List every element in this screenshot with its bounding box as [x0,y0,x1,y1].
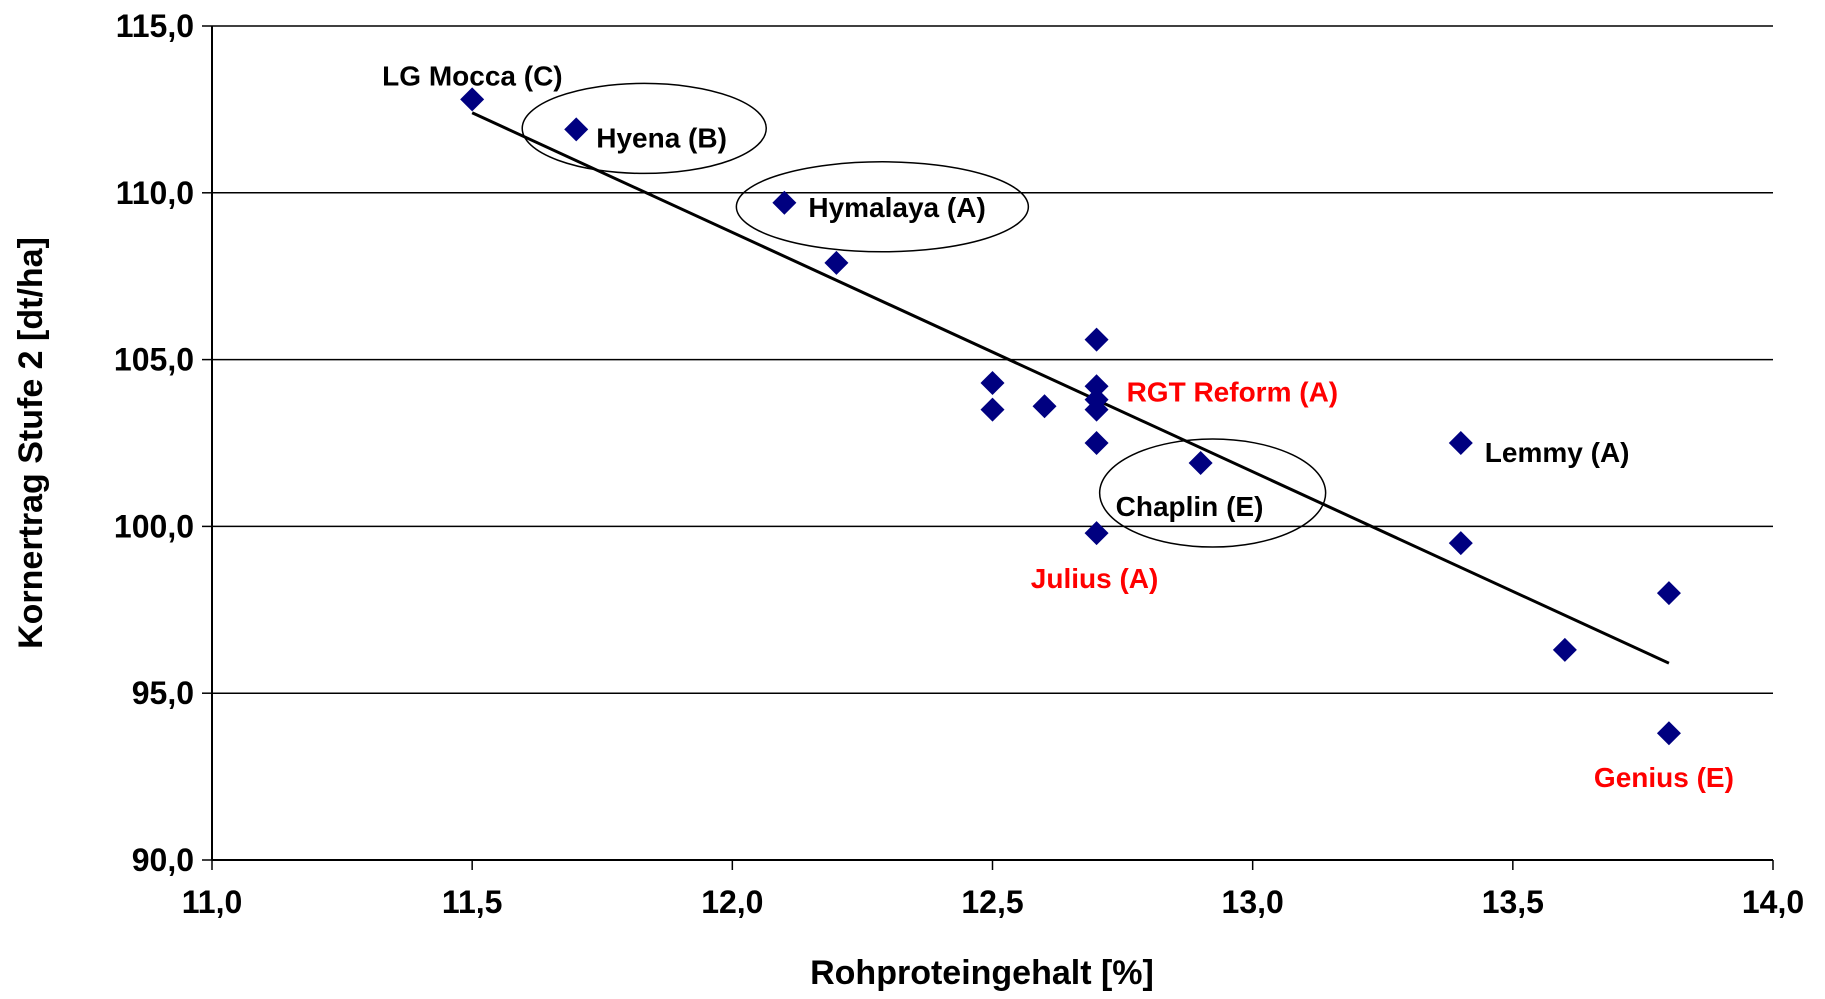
data-point-marker [980,397,1005,422]
point-label: RGT Reform (A) [1127,376,1339,407]
x-tick-label: 13,0 [1222,884,1284,920]
x-tick-label: 13,5 [1482,884,1544,920]
x-tick-label: 12,0 [701,884,763,920]
data-point-marker [980,370,1005,395]
highlight-ellipse [521,82,767,175]
data-point-marker [772,190,797,215]
x-tick-label: 12,5 [961,884,1023,920]
x-tick-label: 11,5 [442,884,503,920]
x-tick-label: 14,0 [1742,884,1804,920]
tick-labels: 90,0 95,0 100,0 105,0 110,0 115,0 11,0 11,5 12,0… [114,8,1804,920]
data-point-marker [1084,374,1109,399]
point-label: LG Mocca (C) [382,60,562,91]
y-tick-label: 110,0 [116,175,194,211]
point-label: Genius (E) [1594,762,1734,793]
y-tick-label: 115,0 [116,8,194,44]
data-point-marker [1032,394,1057,419]
point-label: Lemmy (A) [1485,437,1630,468]
y-axis-title: Kornertrag Stufe 2 [dt/ha] [12,237,50,649]
y-tick-label: 90,0 [132,842,194,878]
point-label: Hymalaya (A) [808,192,985,223]
data-point-marker [1552,637,1577,662]
data-points [460,87,1681,746]
data-point-marker [1188,451,1213,476]
highlight-ellipses [521,82,1327,548]
trendline [471,111,1670,665]
data-point-marker [564,117,589,142]
data-point-marker [1084,521,1109,546]
y-tick-label: 105,0 [114,342,194,378]
trendline-layer [471,111,1670,665]
data-point-marker [1084,327,1109,352]
data-point-marker [1656,721,1681,746]
point-labels: LG Mocca (C) Hyena (B) Hymalaya (A) RGT Ref… [382,60,1734,793]
data-point-marker [1084,431,1109,455]
data-point-marker [1656,581,1681,606]
highlight-ellipse [735,161,1030,253]
y-tick-label: 100,0 [114,508,194,544]
data-point-marker [1084,397,1109,422]
x-tick-label: 11,0 [182,884,243,920]
point-label: Chaplin (E) [1116,491,1264,522]
data-point-marker [1448,531,1473,556]
axes [202,25,1774,870]
x-axis-title: Rohproteingehalt [%] [810,954,1154,992]
data-point-marker [1448,431,1473,455]
data-point-marker [460,87,485,112]
point-label: Hyena (B) [596,122,727,153]
highlight-ellipse [1098,438,1327,548]
grid-lines [212,25,1773,694]
point-label: Julius (A) [1031,563,1159,594]
y-tick-label: 95,0 [132,675,194,711]
data-point-marker [824,250,849,275]
